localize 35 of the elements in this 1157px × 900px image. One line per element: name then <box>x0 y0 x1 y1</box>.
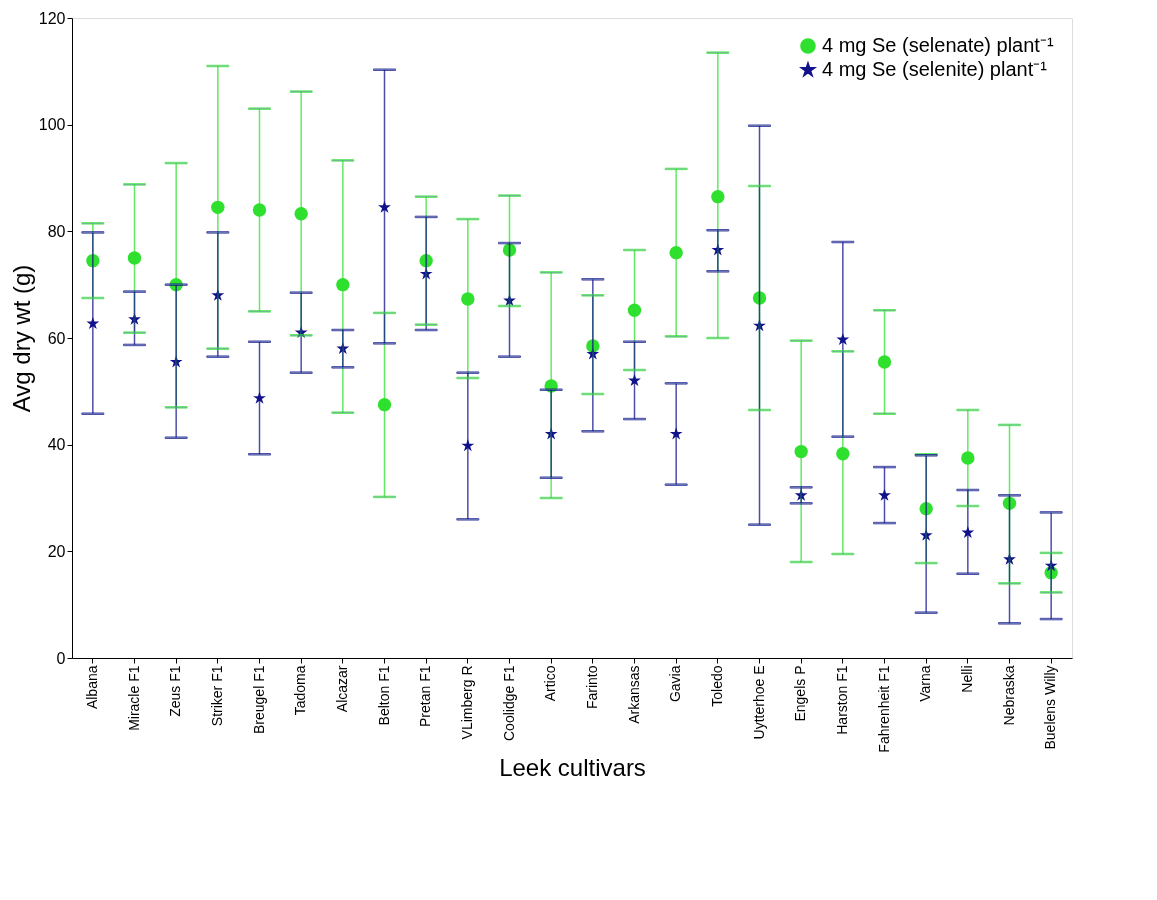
x-tick-label: Alcazar <box>333 665 350 713</box>
x-tick-label: Nelli <box>958 665 975 693</box>
x-tick-label: Harston F1 <box>833 665 850 735</box>
x-tick-label: Farinto <box>583 665 600 710</box>
x-tick-label: Miracle F1 <box>125 665 142 731</box>
y-axis-title: Avg dry wt (g) <box>7 264 35 413</box>
x-tick-label: Belton F1 <box>375 665 392 726</box>
x-axis-title: Leek cultivars <box>499 753 646 781</box>
x-tick-label: Engels P <box>792 665 809 722</box>
y-tick-label: 120 <box>38 9 66 27</box>
y-tick-label: 0 <box>56 649 66 667</box>
legend-label: 4 mg Se (selenate) plant⁻¹ <box>822 34 1054 56</box>
y-tick-label: 20 <box>47 542 66 560</box>
y-tick-label: 80 <box>47 222 66 240</box>
x-tick-label: VLimberg R <box>458 665 475 740</box>
x-tick-label: Breugel F1 <box>250 665 267 734</box>
x-tick-label: Uytterhoe E <box>750 665 767 740</box>
x-tick-label: Fahrenheit F1 <box>875 665 892 753</box>
x-tick-label: Zeus F1 <box>167 665 184 717</box>
x-tick-label: Gavia <box>667 665 684 703</box>
y-tick-label: 40 <box>47 436 66 454</box>
x-tick-label: Pretan F1 <box>417 665 434 727</box>
x-tick-label: Nebraska <box>1000 665 1017 726</box>
x-tick-label: Tadoma <box>292 665 309 716</box>
x-tick-label: Artico <box>542 665 559 702</box>
x-tick-label: Striker F1 <box>208 665 225 727</box>
x-tick-label: Toledo <box>708 665 725 707</box>
x-tick-label: Buelens Willy <box>1042 665 1059 750</box>
legend-label: 4 mg Se (selenite) plant⁻¹ <box>822 58 1048 80</box>
x-tick-label: Varna <box>917 665 934 702</box>
x-tick-label: Coolidge F1 <box>500 665 517 741</box>
y-tick-label: 100 <box>38 116 66 134</box>
x-tick-label: Albana <box>83 665 100 710</box>
y-tick-label: 60 <box>47 329 66 347</box>
x-tick-label: Arkansas <box>625 665 642 724</box>
